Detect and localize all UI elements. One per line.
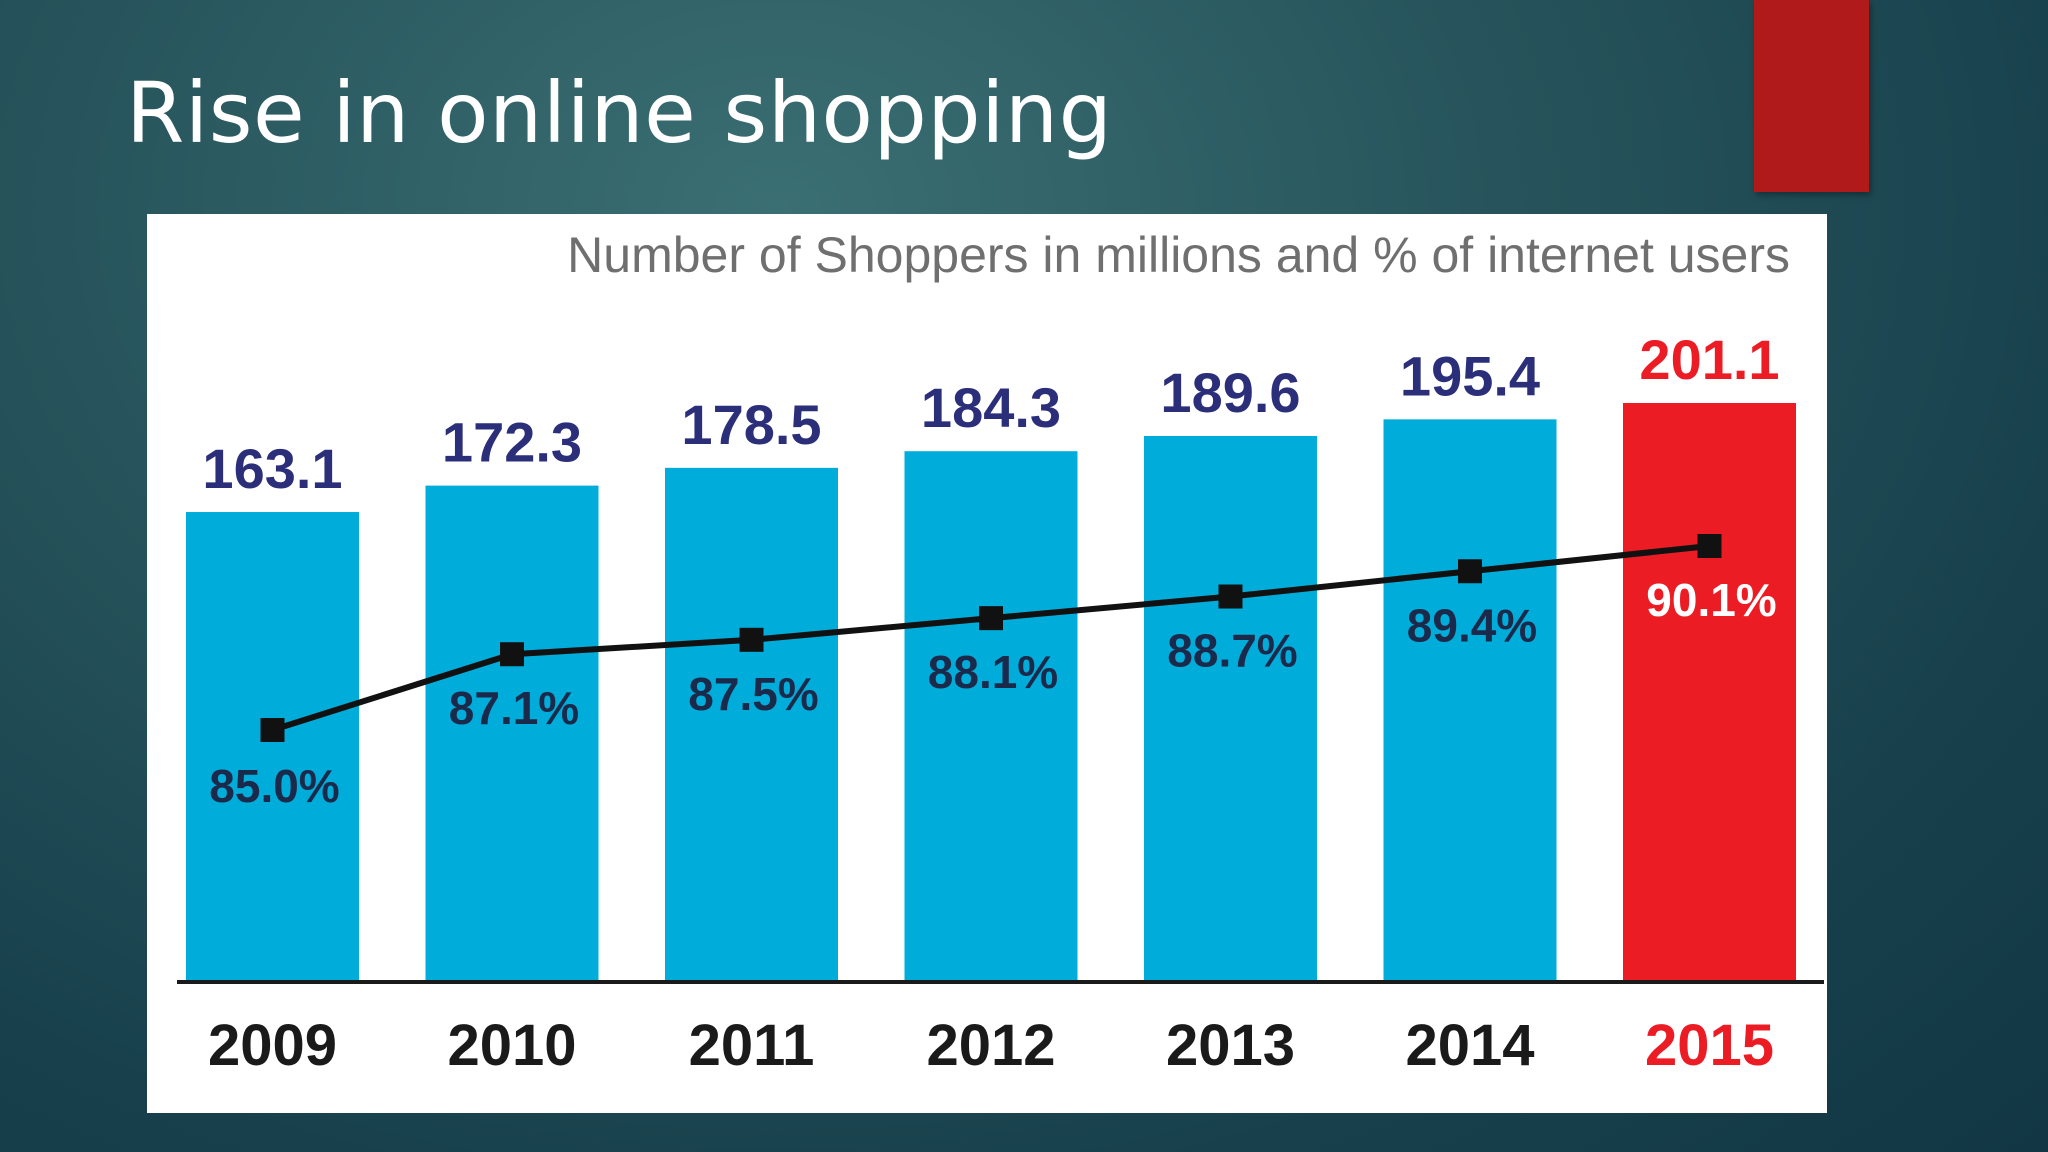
x-tick-2009: 2009 xyxy=(208,1013,337,1078)
percent-label-2010: 87.1% xyxy=(449,682,579,734)
value-label-2015: 201.1 xyxy=(1639,328,1779,391)
x-tick-2010: 2010 xyxy=(447,1013,576,1078)
percent-point-2009 xyxy=(260,718,285,742)
value-label-2012: 184.3 xyxy=(921,376,1061,439)
value-label-2009: 163.1 xyxy=(202,437,342,500)
accent-block xyxy=(1754,0,1869,192)
x-tick-2014: 2014 xyxy=(1405,1013,1534,1078)
x-tick-2011: 2011 xyxy=(689,1013,815,1078)
chart-svg: Number of Shoppers in millions and % of … xyxy=(177,227,1824,1078)
value-label-2010: 172.3 xyxy=(442,411,582,474)
bar-2011 xyxy=(665,467,838,980)
x-tick-2015: 2015 xyxy=(1645,1013,1774,1078)
percent-label-2011: 87.5% xyxy=(688,668,818,720)
chart-panel: Number of Shoppers in millions and % of … xyxy=(147,214,1827,1113)
percent-label-2009: 85.0% xyxy=(209,760,339,812)
value-label-2013: 189.6 xyxy=(1160,361,1300,424)
percent-point-2014 xyxy=(1458,559,1482,584)
labels-layer: 163.1 2009 172.3 2010 178.5 2011 184.3 2012 189.… xyxy=(202,328,1779,1078)
line-layer xyxy=(260,534,1722,742)
percent-label-2013: 88.7% xyxy=(1167,625,1297,677)
bars-layer xyxy=(186,403,1796,980)
percent-point-2013 xyxy=(1218,584,1243,609)
bar-2010 xyxy=(425,485,599,980)
bar-2012 xyxy=(904,451,1078,980)
percent-label-2014: 89.4% xyxy=(1407,599,1537,651)
percent-point-2010 xyxy=(500,642,524,667)
x-tick-2013: 2013 xyxy=(1166,1013,1295,1078)
x-tick-2012: 2012 xyxy=(926,1013,1055,1078)
bar-2013 xyxy=(1144,435,1317,980)
bar-2015 xyxy=(1623,403,1796,980)
percent-label-2012: 88.1% xyxy=(928,646,1058,698)
percent-point-2011 xyxy=(739,627,764,652)
bar-2009 xyxy=(186,512,359,980)
chart-title: Number of Shoppers in millions and % of … xyxy=(567,227,1790,283)
value-label-2011: 178.5 xyxy=(681,393,821,456)
bar-2014 xyxy=(1383,419,1557,980)
percent-label-2015: 90.1% xyxy=(1646,574,1776,626)
percent-point-2015 xyxy=(1697,534,1722,558)
slide-title: Rise in online shopping xyxy=(126,64,1113,162)
percent-point-2012 xyxy=(979,606,1003,631)
value-label-2014: 195.4 xyxy=(1400,344,1540,407)
